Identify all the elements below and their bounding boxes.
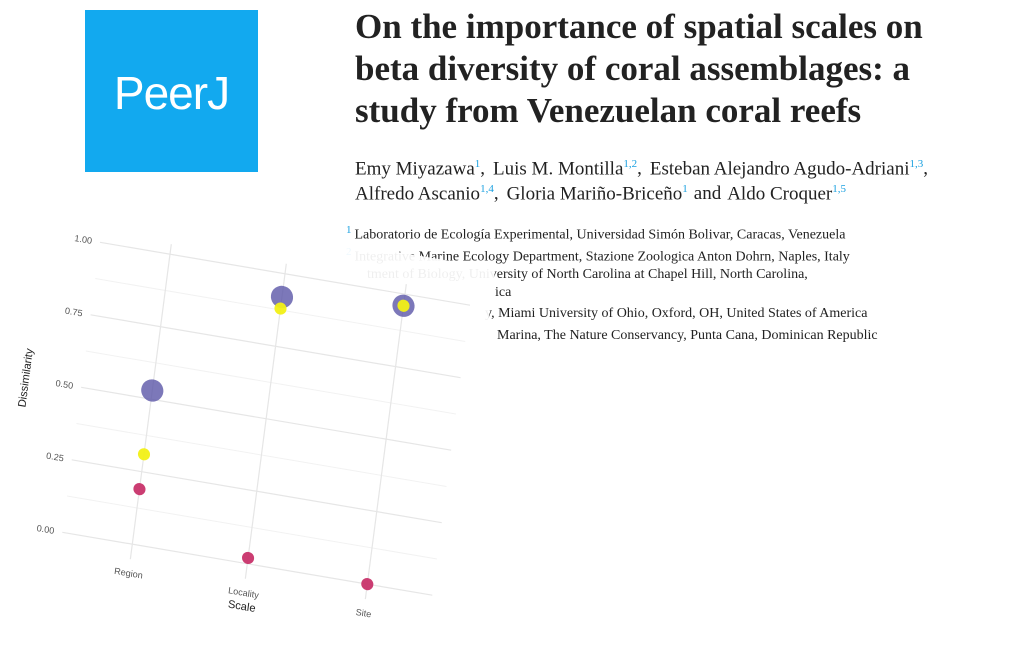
grid-line (364, 284, 407, 600)
separator: and (693, 183, 722, 205)
author-line: Alfredo Ascanio1,4, Gloria Mariño-Briceño… (355, 183, 846, 205)
x-tick-label: Site (355, 607, 372, 620)
title-line: beta diversity of coral assemblages: a (355, 49, 911, 88)
separator: , (493, 183, 499, 205)
affiliation: Marina, The Nature Conservancy, Punta Ca… (497, 328, 878, 344)
separator: , (480, 158, 486, 180)
affiliation: ica (495, 285, 511, 301)
title-line: On the importance of spatial scales on (355, 7, 923, 46)
affiliation-text: Marina, The Nature Conservancy, Punta Ca… (497, 328, 878, 343)
logo-text: PeerJ (113, 67, 230, 119)
y-tick-label: 0.50 (55, 378, 74, 391)
author-name: Gloria Mariño-Briceño (506, 183, 683, 205)
separator: , (923, 158, 928, 180)
affiliation: 1 Laboratorio de Ecología Experimental, U… (346, 224, 845, 244)
grid-line (244, 263, 287, 579)
data-point (141, 379, 164, 402)
data-point (133, 483, 146, 496)
y-tick-label: 0.75 (64, 306, 83, 319)
affiliation-text: Integrative Marine Ecology Department, S… (354, 249, 850, 265)
x-axis-label: Scale (227, 599, 256, 616)
paper-title: On the importance of spatial scales on be… (355, 6, 1024, 132)
data-point (397, 299, 410, 312)
author-name: Esteban Alejandro Agudo-Adriani (649, 158, 910, 180)
data-point (270, 285, 294, 309)
affiliation: y, Miami University of Ohio, Oxford, OH,… (485, 306, 867, 322)
title-line: study from Venezuelan coral reefs (355, 91, 862, 130)
logo: PeerJ (85, 10, 258, 172)
chart-plot: 0.000.250.500.751.00RegionLocalitySiteSc… (0, 188, 496, 651)
y-tick-label: 0.25 (46, 451, 65, 464)
author-name: Alfredo Ascanio (355, 183, 481, 205)
author-affiliation: 1,4 (480, 183, 494, 195)
data-point (242, 551, 255, 565)
author-name: Aldo Croquer (727, 183, 833, 205)
chart-background (0, 188, 496, 651)
affiliation-text: y, Miami University of Ohio, Oxford, OH,… (485, 306, 868, 321)
author-name: Luis M. Montilla (493, 158, 624, 180)
data-point (137, 448, 151, 461)
affiliation-text: Laboratorio de Ecología Experimental, Un… (354, 227, 846, 243)
affiliation-number: 1 (346, 224, 352, 236)
author-affiliation: 1 (474, 158, 481, 170)
y-tick-label: 1.00 (74, 233, 93, 246)
author-line: Emy Miyazawa1, Luis M. Montilla1,2, Esteba… (355, 158, 936, 180)
author-affiliation: 1,2 (623, 158, 638, 170)
y-tick-label: 0.00 (36, 523, 55, 536)
data-point (274, 302, 287, 315)
author-affiliation: 1 (682, 183, 688, 195)
grid-line (129, 244, 172, 560)
x-tick-label: Region (114, 566, 144, 581)
data-point (361, 578, 374, 591)
author-affiliation: 1,3 (909, 158, 924, 170)
affiliation-text: ica (495, 285, 512, 300)
author-name: Emy Miyazawa (355, 158, 475, 180)
separator: , (637, 158, 642, 180)
author-affiliation: 1,5 (832, 183, 846, 195)
